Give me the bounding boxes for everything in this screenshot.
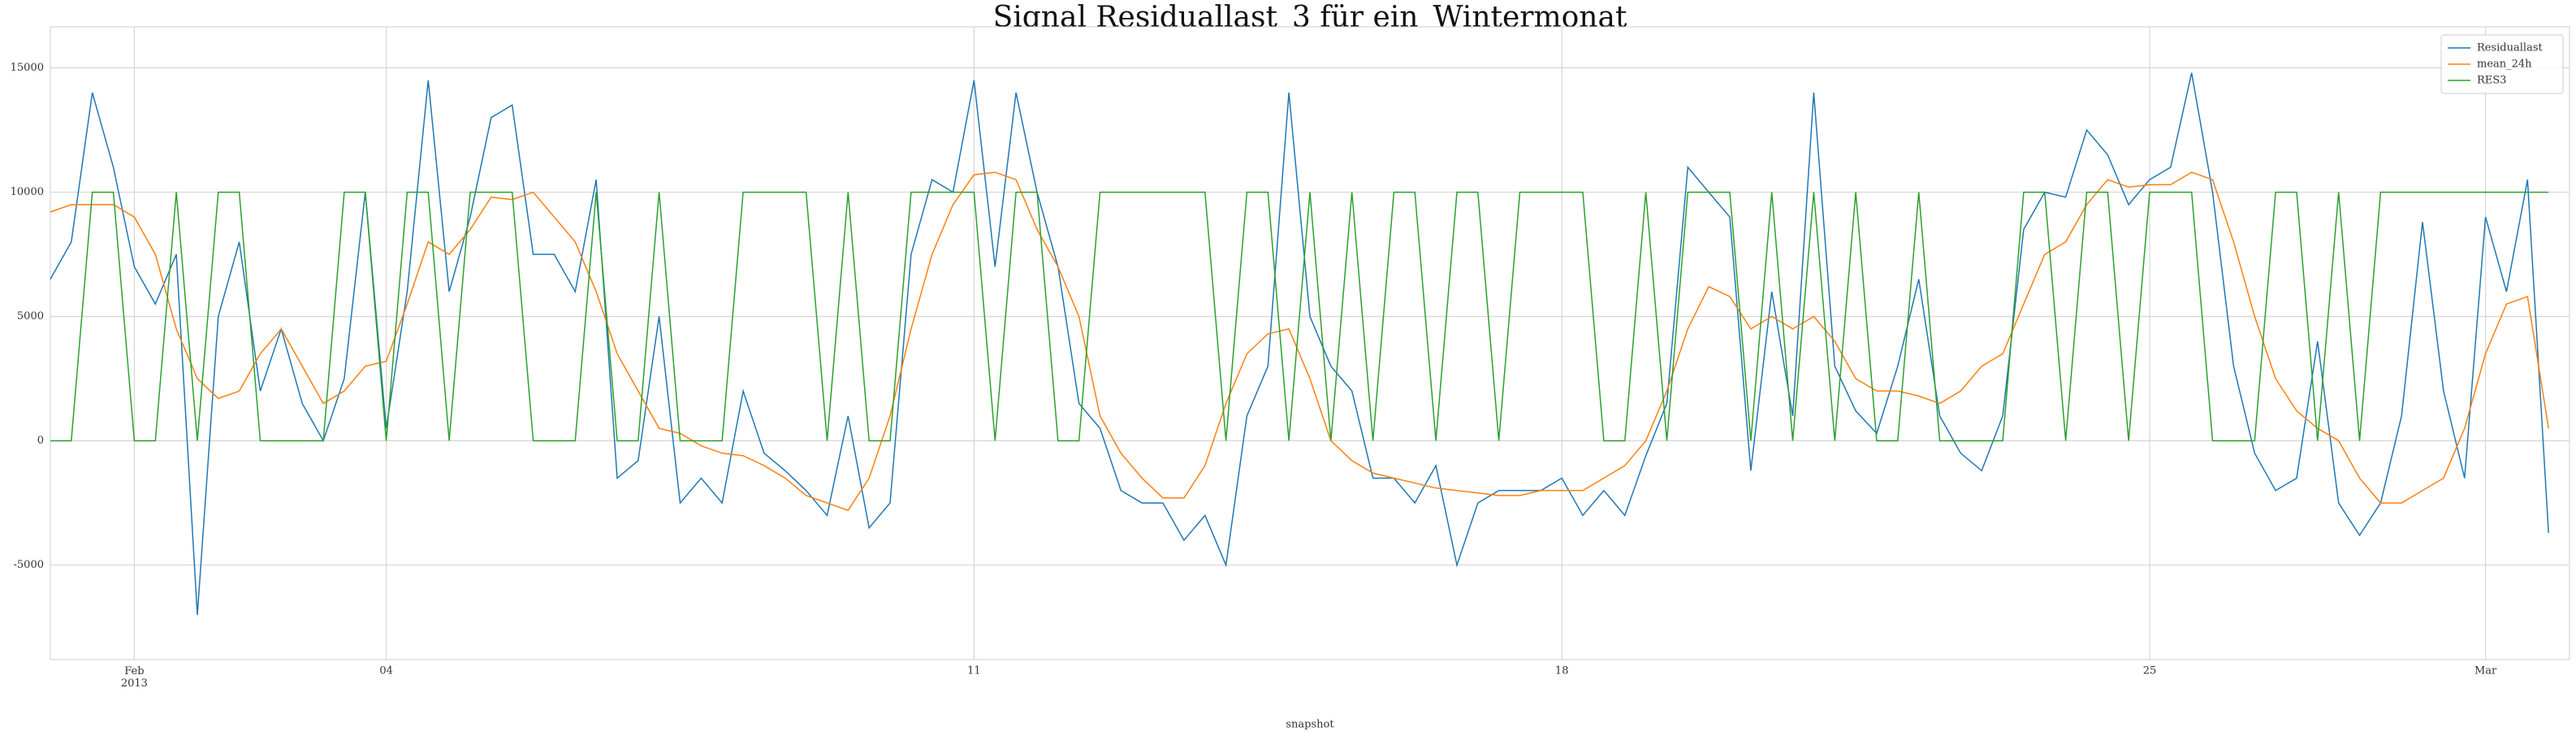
y-tick-label: 10000 (11, 186, 44, 198)
x-tick-label: 18 (1555, 665, 1569, 677)
y-tick-label: -5000 (14, 559, 44, 571)
legend-label: mean_24h (2477, 58, 2532, 71)
legend-label: RES3 (2477, 75, 2506, 87)
x-tick-label: 04 (379, 665, 393, 677)
legend-label: Residuallast (2477, 42, 2543, 54)
series-line (50, 191, 2549, 442)
x-tick-label: Mar (2474, 665, 2497, 677)
x-tick-label: Feb 2013 (121, 665, 148, 690)
legend-box (2440, 34, 2564, 94)
y-tick-label: 15000 (11, 62, 44, 74)
y-tick-label: 5000 (17, 310, 44, 322)
x-tick-label: 11 (967, 665, 981, 677)
x-tick-label: 25 (2143, 665, 2157, 677)
y-tick-label: 0 (37, 435, 44, 447)
x-axis-label: snapshot (1286, 719, 1334, 731)
legend: Residuallast mean_24h RES3 (2440, 34, 2564, 94)
